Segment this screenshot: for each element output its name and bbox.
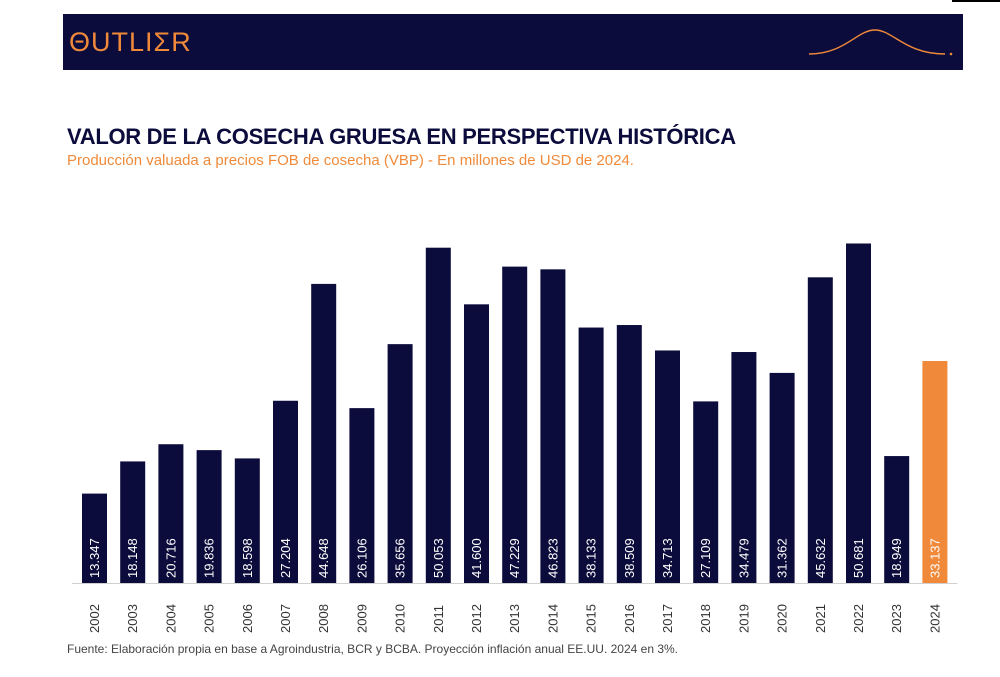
x-tick-2023: 2023 bbox=[889, 604, 904, 633]
data-label-2018: 27.109 bbox=[698, 538, 713, 578]
x-tick-2013: 2013 bbox=[507, 604, 522, 633]
data-label-2007: 27.204 bbox=[278, 538, 293, 578]
data-label-2006: 18.598 bbox=[240, 538, 255, 578]
x-tick-2006: 2006 bbox=[240, 604, 255, 633]
data-label-2017: 34.713 bbox=[660, 538, 675, 578]
x-tick-2004: 2004 bbox=[163, 604, 178, 633]
bar-2016 bbox=[616, 325, 642, 583]
data-label-2022: 50.681 bbox=[851, 538, 866, 578]
bar-2020 bbox=[769, 372, 795, 583]
source-note: Fuente: Elaboración propia en base a Agr… bbox=[67, 642, 679, 656]
x-tick-2010: 2010 bbox=[393, 604, 408, 633]
bar-2022 bbox=[846, 243, 871, 583]
bar-2015 bbox=[578, 327, 604, 583]
data-label-2023: 18.949 bbox=[889, 538, 904, 578]
bar-2013 bbox=[502, 266, 528, 583]
x-tick-2020: 2020 bbox=[775, 604, 790, 633]
x-tick-2024: 2024 bbox=[927, 604, 942, 633]
x-tick-2009: 2009 bbox=[354, 604, 369, 633]
data-label-2009: 26.106 bbox=[354, 538, 369, 578]
bar-2007 bbox=[273, 400, 298, 583]
data-label-2002: 13.347 bbox=[87, 538, 102, 578]
x-tick-2019: 2019 bbox=[736, 604, 751, 633]
data-label-2020: 31.362 bbox=[775, 538, 790, 578]
chart-title: VALOR DE LA COSECHA GRUESA EN PERSPECTIV… bbox=[67, 124, 736, 149]
header-banner: ΘUTLIΣR bbox=[63, 14, 963, 70]
bar-2012 bbox=[464, 304, 489, 583]
x-tick-2011: 2011 bbox=[431, 605, 446, 633]
x-tick-2005: 2005 bbox=[202, 604, 217, 633]
data-label-2024: 33.137 bbox=[927, 538, 942, 578]
data-label-2011: 50.053 bbox=[431, 538, 446, 578]
x-tick-2014: 2014 bbox=[545, 604, 560, 633]
x-tick-2018: 2018 bbox=[698, 604, 713, 633]
x-tick-2015: 2015 bbox=[584, 604, 599, 633]
bar-2018 bbox=[693, 401, 719, 583]
bar-2008 bbox=[311, 283, 337, 583]
x-tick-2012: 2012 bbox=[469, 604, 484, 633]
data-label-2010: 35.656 bbox=[393, 538, 408, 578]
bar-2011 bbox=[425, 247, 451, 584]
x-tick-2016: 2016 bbox=[622, 604, 637, 633]
x-tick-2017: 2017 bbox=[660, 604, 675, 633]
data-label-2005: 19.836 bbox=[202, 538, 217, 578]
x-tick-2021: 2021 bbox=[813, 604, 828, 633]
bar-2003 bbox=[120, 461, 146, 583]
data-label-2014: 46.823 bbox=[545, 538, 560, 578]
x-tick-2002: 2002 bbox=[87, 604, 102, 633]
x-tick-2003: 2003 bbox=[125, 604, 140, 633]
data-label-2016: 38.509 bbox=[622, 538, 637, 578]
outlier-logo: ΘUTLIΣR bbox=[69, 27, 192, 57]
chart-subtitle: Producción valuada a precios FOB de cose… bbox=[67, 152, 634, 169]
bell-curve-icon bbox=[808, 29, 953, 56]
bar-2005 bbox=[196, 450, 222, 583]
bar-2014 bbox=[540, 269, 566, 583]
data-label-2019: 34.479 bbox=[736, 538, 751, 578]
data-label-2013: 47.229 bbox=[507, 538, 522, 578]
top-right-rule bbox=[952, 0, 1000, 2]
bar-2017 bbox=[655, 350, 680, 583]
data-label-2015: 38.133 bbox=[584, 538, 599, 578]
bar-2002 bbox=[82, 493, 107, 583]
bar-2010 bbox=[387, 344, 413, 583]
data-label-2004: 20.716 bbox=[163, 538, 178, 578]
bar-2021 bbox=[807, 277, 833, 583]
data-label-2008: 44.648 bbox=[316, 538, 331, 578]
bar-2024 bbox=[922, 361, 948, 583]
bar-2023 bbox=[884, 456, 910, 583]
data-label-2021: 45.632 bbox=[813, 538, 828, 578]
data-label-2003: 18.148 bbox=[125, 538, 140, 578]
x-tick-2008: 2008 bbox=[316, 604, 331, 633]
bar-2006 bbox=[234, 458, 260, 583]
bar-2009 bbox=[349, 408, 375, 583]
x-tick-2022: 2022 bbox=[851, 604, 866, 633]
bar-2004 bbox=[158, 444, 184, 583]
x-tick-2007: 2007 bbox=[278, 604, 293, 633]
bar-2019 bbox=[731, 352, 757, 583]
data-label-2012: 41.600 bbox=[469, 538, 484, 578]
